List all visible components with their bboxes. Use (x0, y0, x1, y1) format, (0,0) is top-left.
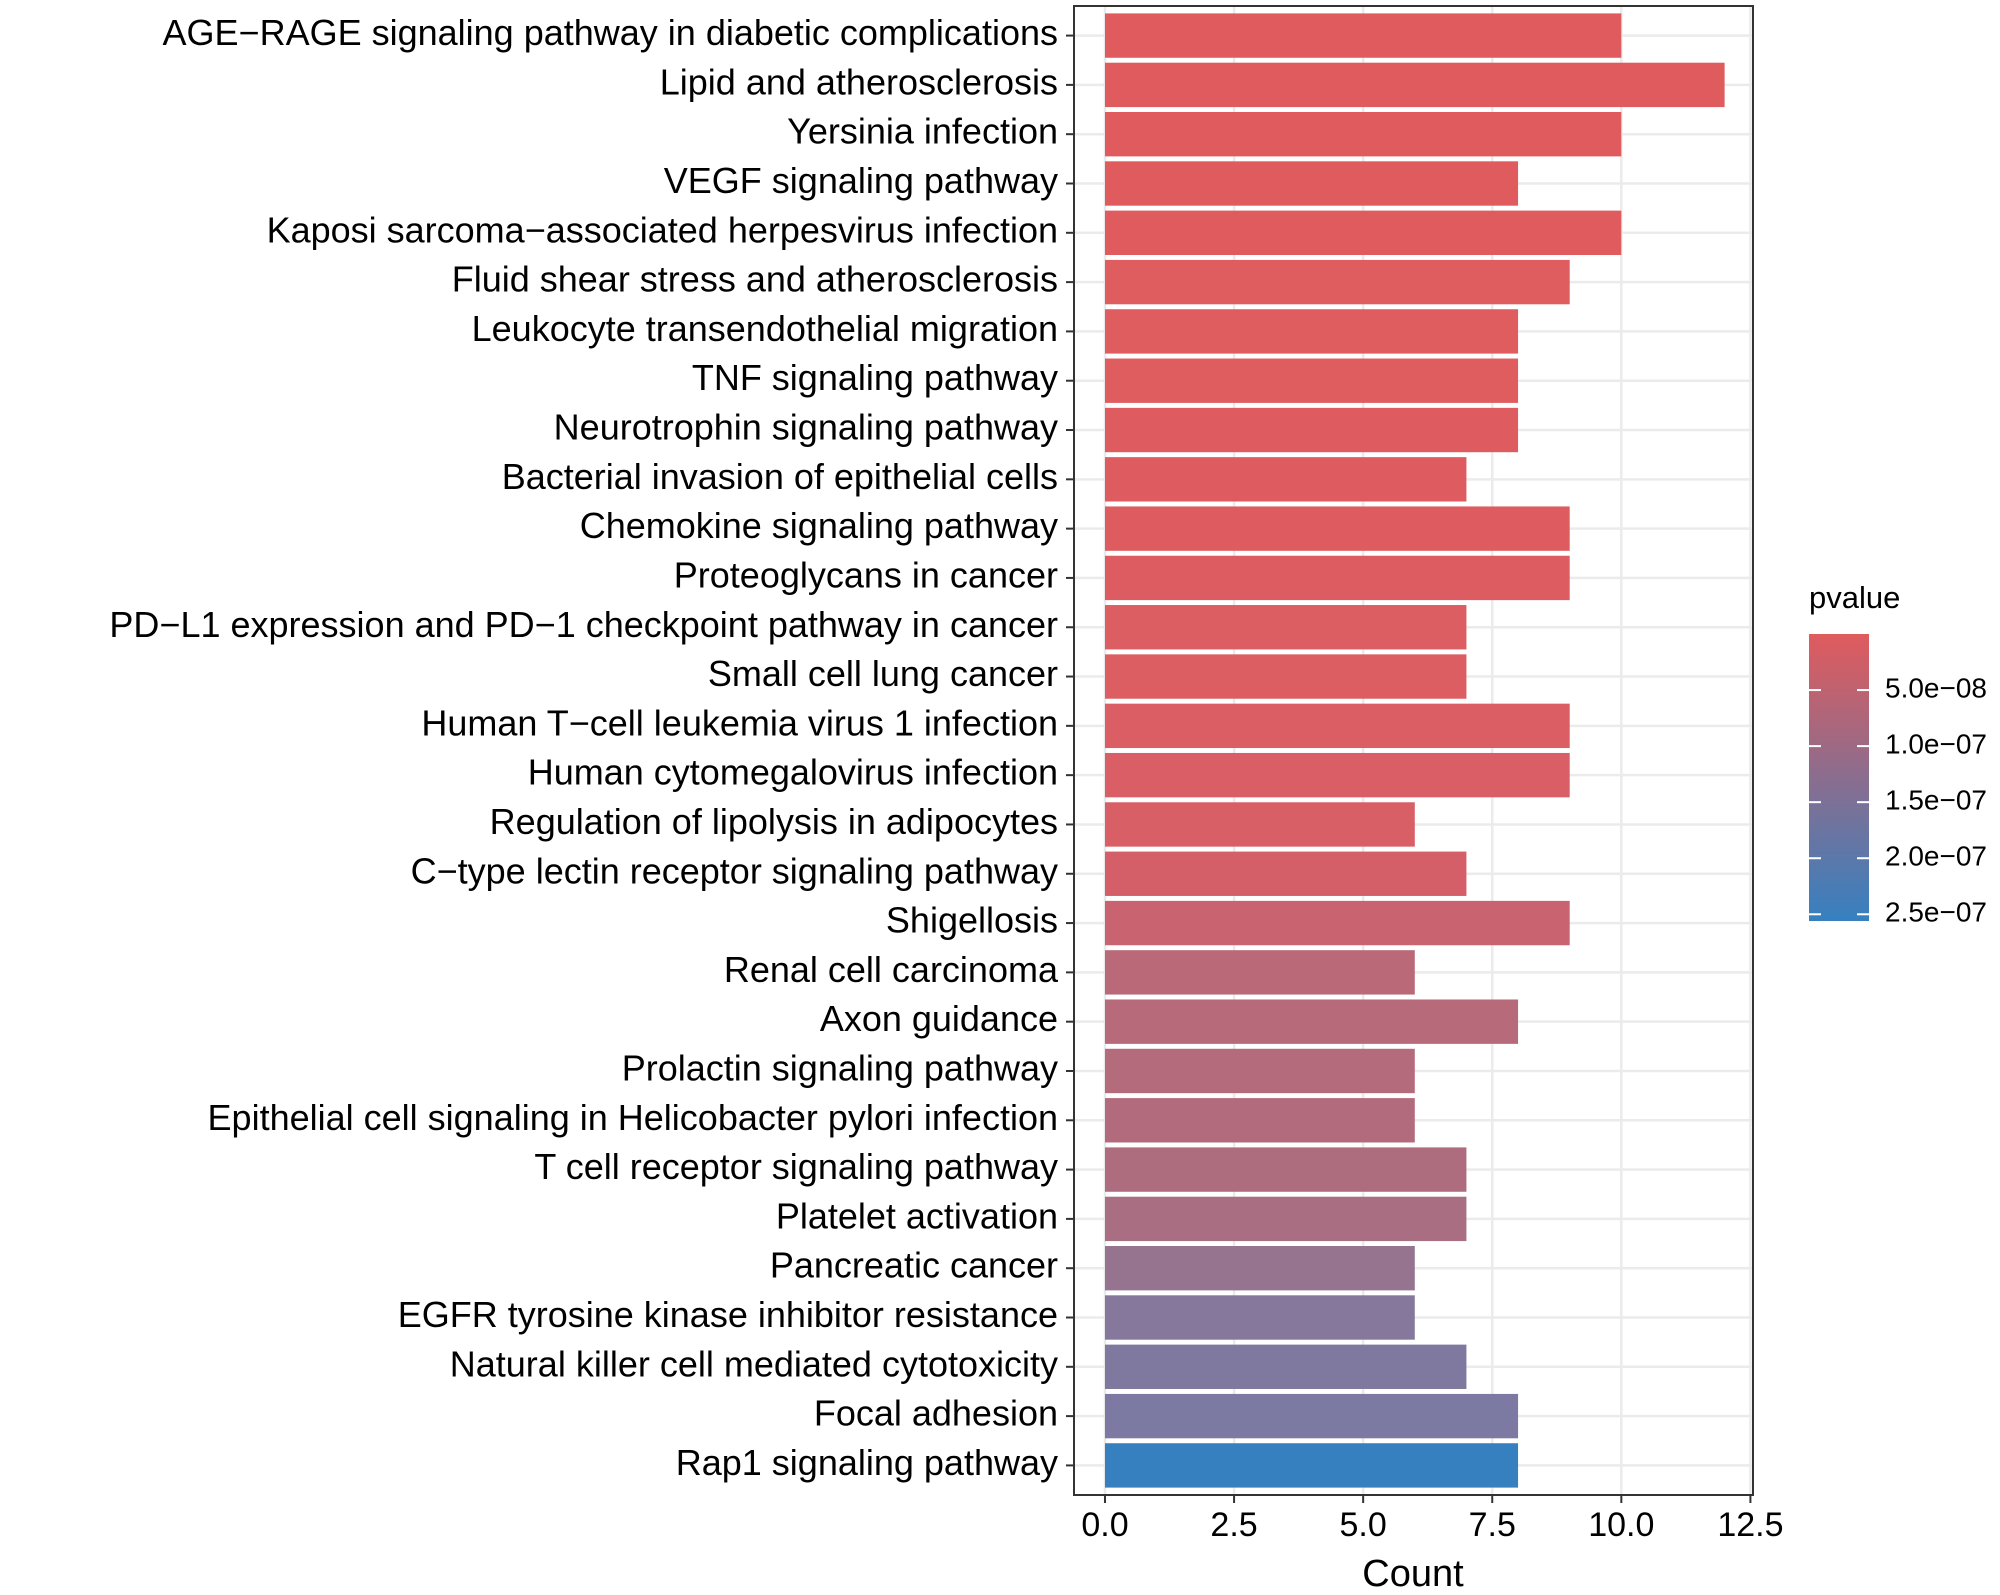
bar (1104, 457, 1467, 502)
legend-tick-label: 2.5e−07 (1885, 897, 1987, 928)
x-tick-label: 7.5 (1469, 1506, 1516, 1544)
bar (1104, 555, 1570, 601)
x-tick-label: 5.0 (1340, 1506, 1387, 1544)
y-tick-label: AGE−RAGE signaling pathway in diabetic c… (163, 12, 1058, 53)
y-tick-label: VEGF signaling pathway (664, 160, 1058, 201)
bar (1104, 1147, 1467, 1192)
y-tick-label: Human cytomegalovirus infection (528, 752, 1058, 793)
x-axis-title: Count (1362, 1553, 1464, 1595)
y-tick-label: Shigellosis (886, 900, 1058, 941)
y-tick-label: Kaposi sarcoma−associated herpesvirus in… (267, 209, 1058, 250)
y-tick-label: Focal adhesion (814, 1393, 1058, 1434)
bar (1104, 1393, 1519, 1439)
legend-tick-label: 1.0e−07 (1885, 729, 1987, 760)
y-tick-label: Fluid shear stress and atherosclerosis (452, 259, 1058, 300)
x-tick-label: 2.5 (1210, 1506, 1257, 1544)
legend-tick-label: 5.0e−08 (1885, 672, 1987, 703)
bar (1104, 1246, 1415, 1291)
bar (1104, 752, 1570, 798)
x-tick-label: 12.5 (1717, 1506, 1783, 1544)
bar (1104, 62, 1725, 108)
y-tick-label: T cell receptor signaling pathway (534, 1146, 1058, 1187)
colorbar (1809, 634, 1869, 921)
y-tick-label: Small cell lung cancer (708, 653, 1058, 694)
y-tick-label: Bacterial invasion of epithelial cells (502, 456, 1058, 497)
bar (1104, 1098, 1415, 1143)
bar (1104, 1295, 1415, 1340)
bar (1104, 654, 1467, 699)
y-tick-label: Human T−cell leukemia virus 1 infection (421, 702, 1058, 743)
y-tick-label: TNF signaling pathway (692, 357, 1058, 398)
bar (1104, 161, 1519, 206)
bar (1104, 13, 1622, 58)
bar (1104, 407, 1519, 453)
y-tick-label: Regulation of lipolysis in adipocytes (490, 801, 1058, 842)
bar (1104, 358, 1519, 403)
bar (1104, 900, 1570, 946)
y-tick-label: Prolactin signaling pathway (622, 1047, 1058, 1088)
bar (1104, 999, 1519, 1044)
x-tick-label: 0.0 (1081, 1506, 1128, 1544)
bar (1104, 950, 1415, 995)
panel-border (1073, 5, 1754, 1496)
y-tick-label: Chemokine signaling pathway (580, 505, 1058, 546)
y-tick-label: PD−L1 expression and PD−1 checkpoint pat… (109, 604, 1058, 645)
y-tick-label: Lipid and atherosclerosis (660, 61, 1058, 102)
bar (1104, 1443, 1519, 1488)
y-tick-label: Renal cell carcinoma (724, 949, 1059, 990)
y-tick-label: Platelet activation (776, 1195, 1058, 1236)
bar (1104, 1048, 1415, 1094)
y-tick-label: Proteoglycans in cancer (674, 554, 1058, 595)
bar (1104, 259, 1570, 305)
y-tick-label: Natural killer cell mediated cytotoxicit… (450, 1343, 1058, 1384)
y-tick-label: Leukocyte transendothelial migration (472, 308, 1058, 349)
bar (1104, 1344, 1467, 1389)
y-tick-label: Yersinia infection (787, 111, 1058, 152)
bar (1104, 112, 1622, 157)
legend-title: pvalue (1809, 580, 1900, 615)
bar (1104, 851, 1467, 896)
bar (1104, 210, 1622, 255)
bar (1104, 802, 1415, 847)
y-tick-label: C−type lectin receptor signaling pathway (411, 850, 1058, 891)
bar (1104, 309, 1519, 354)
y-tick-label: Rap1 signaling pathway (676, 1442, 1058, 1483)
x-tick-label: 10.0 (1588, 1506, 1654, 1544)
legend-tick-label: 1.5e−07 (1885, 785, 1987, 816)
legend-tick-label: 2.0e−07 (1885, 841, 1987, 872)
bar (1104, 703, 1570, 749)
y-tick-label: Pancreatic cancer (770, 1245, 1058, 1286)
bar (1104, 506, 1570, 551)
y-tick-label: Axon guidance (820, 998, 1058, 1039)
bar (1104, 605, 1467, 650)
bar (1104, 1196, 1467, 1242)
y-tick-label: Neurotrophin signaling pathway (554, 407, 1058, 448)
y-tick-label: Epithelial cell signaling in Helicobacte… (208, 1097, 1058, 1138)
y-tick-label: EGFR tyrosine kinase inhibitor resistanc… (398, 1294, 1058, 1335)
